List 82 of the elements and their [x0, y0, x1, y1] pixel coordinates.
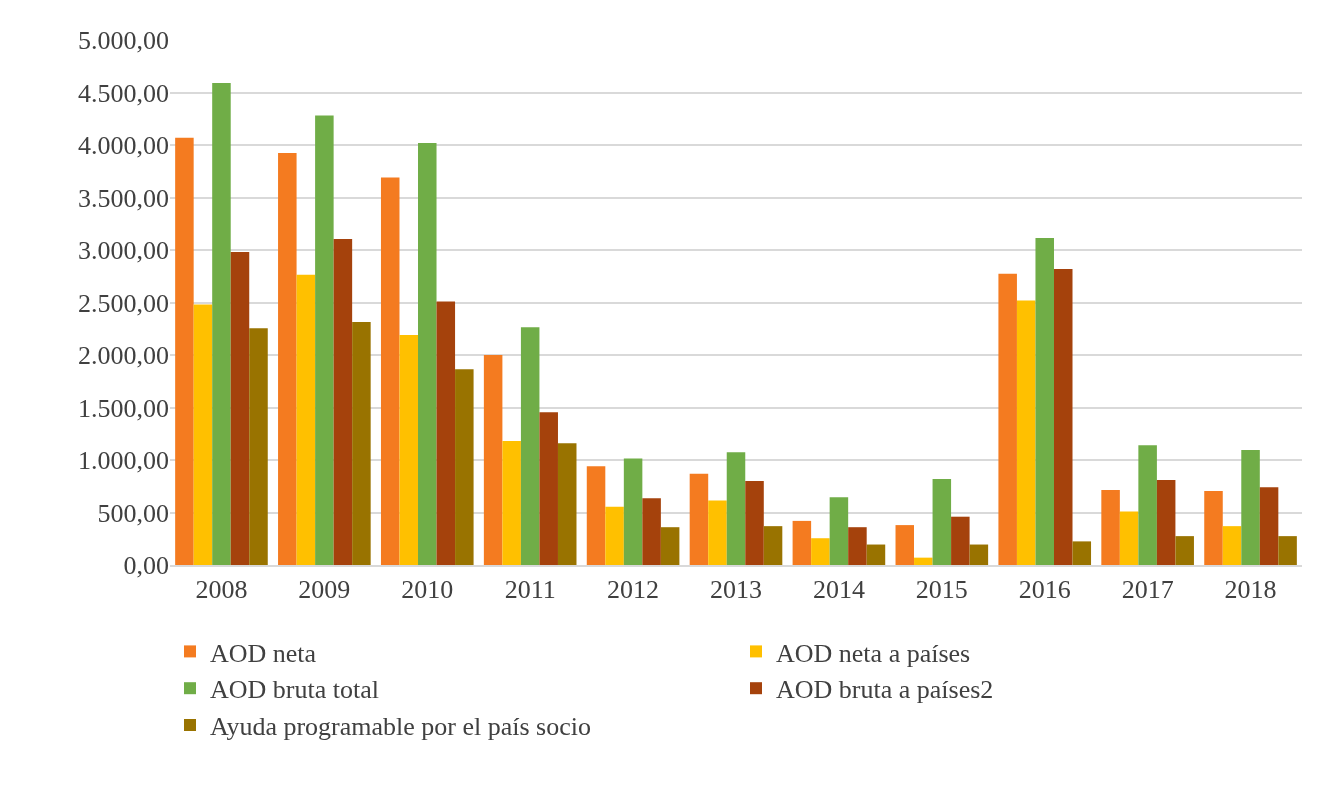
y-tick-label: 4.500,00	[78, 78, 169, 108]
y-tick-label: 500,00	[97, 498, 169, 528]
bar	[539, 412, 558, 565]
y-tick-label: 4.000,00	[78, 131, 169, 161]
bar	[623, 458, 643, 565]
bar	[745, 481, 764, 565]
x-tick-label: 2010	[401, 575, 454, 605]
bar	[418, 142, 437, 565]
bar	[660, 527, 680, 565]
bar	[278, 152, 297, 565]
bar	[483, 355, 503, 565]
bar	[951, 516, 970, 565]
y-tick-label: 2.000,00	[78, 341, 169, 371]
bar	[230, 252, 250, 565]
bar	[605, 506, 624, 565]
x-tick-label: 2008	[195, 575, 248, 605]
x-tick-label: 2012	[607, 575, 660, 605]
bar	[557, 443, 577, 565]
y-tick-label: 5.000,00	[78, 26, 169, 56]
bar	[895, 525, 915, 565]
bar	[1138, 445, 1157, 565]
bar	[763, 526, 783, 565]
bar	[811, 538, 830, 565]
bar	[315, 115, 334, 565]
bar	[212, 83, 231, 565]
bar	[998, 273, 1017, 565]
legend-label: AOD neta	[210, 638, 317, 668]
y-tick-label: 1.500,00	[78, 393, 169, 423]
x-tick-label: 2015	[915, 575, 968, 605]
bar	[1072, 541, 1092, 565]
bar	[708, 500, 727, 565]
x-tick-label: 2016	[1018, 575, 1071, 605]
bar	[792, 520, 812, 565]
bar	[1053, 268, 1073, 565]
bar	[1204, 490, 1223, 565]
legend-label: Ayuda programable por el país socio	[210, 712, 591, 742]
bar	[848, 527, 867, 565]
bar	[296, 274, 316, 565]
x-tick-label: 2009	[298, 575, 351, 605]
bar	[1016, 300, 1036, 565]
x-tick-label: 2014	[812, 575, 865, 605]
bar	[829, 497, 849, 565]
bar	[1035, 237, 1054, 565]
bar	[436, 301, 456, 565]
bar	[866, 544, 886, 565]
bar	[969, 544, 989, 565]
y-tick-label: 3.000,00	[78, 236, 169, 266]
bar	[380, 177, 400, 565]
bar	[455, 369, 474, 565]
x-tick-label: 2013	[710, 575, 762, 605]
bar	[932, 478, 952, 565]
y-tick-label: 1.000,00	[78, 446, 169, 476]
legend-label: AOD bruta total	[210, 675, 379, 705]
bar	[1222, 526, 1242, 565]
bar	[642, 498, 661, 565]
bar	[520, 327, 540, 565]
bar	[914, 557, 933, 565]
y-tick-label: 2.500,00	[78, 288, 169, 318]
x-tick-label: 2017	[1121, 575, 1174, 605]
bar	[249, 328, 268, 565]
bar	[689, 473, 709, 565]
bar	[586, 466, 606, 565]
y-tick-label: 3.500,00	[78, 183, 169, 213]
bar	[726, 452, 746, 565]
x-tick-label: 2011	[504, 575, 556, 605]
bar	[1119, 511, 1139, 565]
bar	[1259, 487, 1279, 565]
bar	[1241, 450, 1260, 565]
x-tick-label: 2018	[1224, 575, 1277, 605]
y-tick-label: 0,00	[123, 551, 169, 581]
legend-label: AOD neta a países	[776, 638, 971, 668]
bar	[193, 304, 213, 565]
legend-label: AOD bruta a países2	[776, 675, 994, 705]
bar	[352, 321, 371, 565]
bar	[502, 441, 521, 565]
bar	[1156, 479, 1176, 565]
bar	[1175, 536, 1194, 565]
bar	[333, 238, 353, 565]
bar	[1101, 489, 1120, 565]
bar	[399, 335, 419, 565]
bar	[175, 137, 194, 565]
bar	[1278, 536, 1297, 565]
